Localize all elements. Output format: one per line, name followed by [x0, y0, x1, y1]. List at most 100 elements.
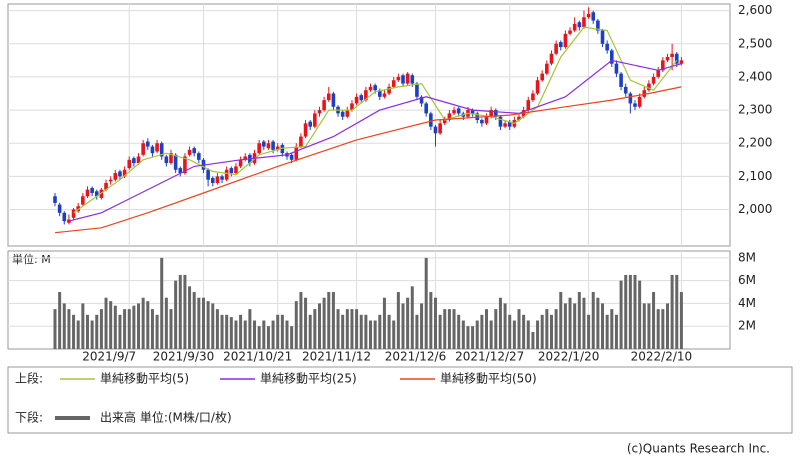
candle-body	[391, 80, 396, 87]
volume-bar	[489, 320, 493, 349]
candle-body	[605, 43, 609, 51]
candle-body	[586, 13, 591, 18]
volume-bar	[452, 309, 456, 349]
candle-body	[220, 176, 224, 180]
volume-bar	[331, 292, 335, 349]
volume-bar	[160, 257, 164, 349]
volume-bar	[350, 309, 354, 349]
volume-bar	[540, 314, 544, 349]
volume-bar	[290, 326, 294, 349]
candle-body	[535, 80, 540, 94]
volume-bar	[248, 309, 252, 349]
volume-bar	[410, 286, 414, 349]
candle-body	[517, 116, 521, 121]
volume-bar	[378, 314, 382, 349]
volume-bar	[587, 314, 591, 349]
candle-body	[558, 42, 563, 48]
volume-bar	[508, 314, 512, 349]
candle-body	[85, 189, 90, 197]
legend-box	[7, 366, 793, 434]
candle-body	[150, 146, 155, 154]
candle-body	[438, 123, 442, 134]
candle-body	[155, 143, 159, 152]
candle-body	[647, 83, 651, 91]
volume-bar	[559, 292, 563, 349]
volume-bar	[549, 314, 553, 349]
volume-bar	[628, 274, 632, 349]
volume-bar	[253, 320, 257, 349]
candle-body	[642, 90, 647, 97]
x-tick-label: 2021/9/30	[153, 350, 215, 364]
volume-bar	[359, 314, 363, 349]
candle-body	[280, 144, 285, 154]
volume-bar	[563, 303, 567, 349]
volume-bar	[345, 309, 349, 349]
volume-bar	[415, 314, 419, 349]
candle-body	[192, 148, 196, 154]
candle-body	[108, 179, 113, 182]
volume-bar	[675, 274, 679, 349]
volume-bar	[661, 309, 665, 349]
candle-body	[71, 209, 76, 218]
candle-body	[410, 75, 415, 84]
x-tick-label: 2021/12/6	[385, 350, 447, 364]
volume-bar	[299, 292, 303, 349]
volume-bar	[624, 274, 628, 349]
volume-bar	[355, 309, 359, 349]
volume-bar	[341, 314, 345, 349]
volume-bar	[396, 292, 400, 349]
volume-bar	[141, 297, 145, 349]
candle-body	[651, 76, 656, 84]
volume-bar	[280, 314, 284, 349]
candle-body	[94, 191, 99, 197]
candle-body	[568, 30, 572, 34]
candle-body	[442, 120, 447, 124]
candle-body	[322, 100, 326, 111]
volume-bar	[215, 309, 219, 349]
y-tick-label: 2,400	[738, 69, 772, 83]
candle-body	[656, 70, 660, 77]
candle-body	[396, 76, 401, 81]
y-tick-label: 8M	[738, 250, 756, 264]
volume-bar	[406, 297, 410, 349]
candle-body	[670, 53, 674, 58]
volume-bar	[652, 292, 656, 349]
candle-body	[591, 12, 596, 21]
volume-bar	[401, 303, 405, 349]
volume-bar	[582, 297, 586, 349]
volume-bar	[317, 303, 321, 349]
volume-bar	[211, 303, 215, 349]
candle-body	[132, 158, 136, 164]
ma-line	[68, 59, 682, 222]
volume-bar	[308, 314, 312, 349]
volume-bar	[262, 320, 266, 349]
candle-body	[415, 83, 419, 97]
volume-bar	[313, 309, 317, 349]
candle-body	[582, 17, 586, 28]
volume-bar	[150, 309, 154, 349]
candle-body	[53, 196, 57, 203]
volume-bar	[225, 314, 229, 349]
volume-bar	[596, 297, 600, 349]
volume-bar	[266, 326, 270, 349]
volume-bar	[373, 320, 377, 349]
volume-bar	[271, 320, 275, 349]
candle-body	[419, 96, 424, 104]
volume-bar	[95, 314, 99, 349]
candle-body	[452, 110, 456, 114]
y-tick-label: 2,300	[738, 103, 772, 117]
volume-bar	[475, 320, 479, 349]
volume-bar	[113, 305, 117, 349]
candle-body	[368, 86, 373, 91]
volume-bar	[104, 297, 108, 349]
candle-body	[62, 212, 67, 222]
volume-bar	[67, 309, 71, 349]
candle-body	[238, 159, 243, 167]
candle-body	[614, 63, 619, 74]
volume-bar	[577, 292, 581, 349]
candle-body	[489, 110, 493, 117]
volume-bar	[206, 301, 210, 349]
candle-body	[447, 113, 452, 121]
candle-body	[382, 93, 387, 97]
volume-bar	[665, 303, 669, 349]
